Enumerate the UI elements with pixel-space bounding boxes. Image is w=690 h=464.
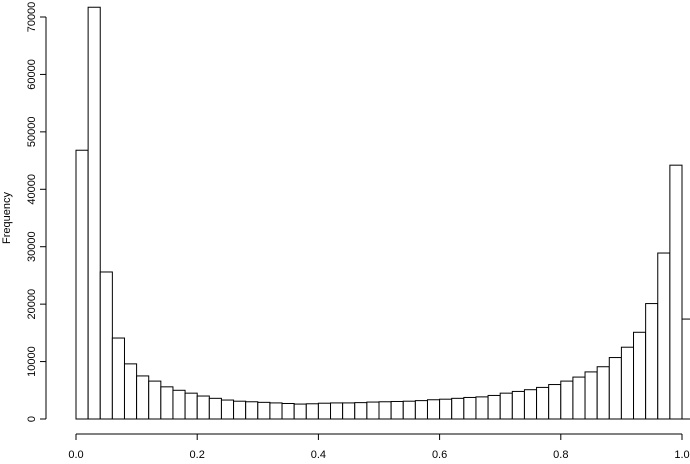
histogram-bar — [111, 337, 125, 420]
histogram-bar — [584, 371, 598, 420]
histogram-bar — [414, 400, 428, 420]
x-tick-label: 0.4 — [311, 449, 326, 461]
histogram-bar — [257, 401, 271, 420]
histogram-bar — [378, 401, 392, 420]
y-tick-label: 20000 — [26, 289, 38, 320]
histogram-bar — [245, 401, 259, 420]
histogram-bar — [136, 375, 150, 420]
histogram-bar — [475, 396, 489, 420]
x-axis: 0.0 0.2 0.4 0.6 0.8 1.0 — [68, 433, 690, 461]
y-axis-title: Frequency — [1, 192, 13, 244]
histogram-bar — [669, 164, 683, 420]
y-tick-label: 40000 — [26, 174, 38, 205]
y-tick-label: 60000 — [26, 59, 38, 90]
x-tick-label: 0.0 — [68, 449, 83, 461]
histogram-bar — [281, 402, 295, 420]
y-tick-label: 10000 — [26, 346, 38, 377]
histogram-bar — [463, 396, 477, 420]
histogram-bar — [572, 376, 586, 420]
histogram-bar — [657, 252, 671, 420]
y-tick-label: 50000 — [26, 117, 38, 148]
histogram-bar — [596, 366, 610, 420]
histogram-bar — [523, 389, 538, 420]
y-tick-label: 0 — [26, 416, 38, 422]
histogram-bar — [317, 402, 332, 420]
histogram-bar — [342, 402, 356, 420]
histogram-bar — [511, 390, 525, 420]
histogram-bar — [354, 402, 368, 420]
histogram-bar — [196, 395, 210, 420]
histogram-bar — [487, 394, 501, 420]
histogram-bar — [633, 331, 647, 420]
histogram-bar — [269, 402, 283, 420]
histogram-bar — [160, 386, 174, 420]
histogram-bar — [390, 400, 404, 420]
histogram-bar — [620, 346, 635, 420]
x-tick-label: 0.8 — [553, 449, 568, 461]
histogram-bar — [75, 149, 89, 420]
histogram-bar — [220, 399, 235, 420]
histogram-bars — [75, 6, 690, 420]
histogram-bar — [99, 271, 113, 420]
histogram-bar — [681, 318, 690, 420]
y-axis: 0 10000 20000 30000 40000 50000 60000 70000 — [26, 2, 47, 422]
histogram-bar — [293, 403, 307, 420]
x-tick-label: 0.6 — [432, 449, 447, 461]
x-tick-label: 1.0 — [674, 449, 689, 461]
histogram-bar — [123, 363, 138, 420]
histogram-bar — [172, 389, 186, 420]
histogram-bar — [645, 303, 659, 420]
histogram-bar — [548, 384, 562, 420]
histogram-bar — [208, 397, 222, 420]
histogram-bar — [608, 357, 622, 420]
histogram-bar — [560, 380, 574, 420]
histogram-bar — [536, 386, 550, 420]
histogram-bar — [184, 392, 198, 420]
histogram-bar — [426, 399, 441, 420]
y-tick-label: 70000 — [26, 2, 38, 33]
histogram-bar — [305, 403, 319, 420]
y-tick-label: 30000 — [26, 231, 38, 262]
histogram-bar — [402, 400, 416, 420]
histogram-bar — [366, 401, 380, 420]
histogram-bar — [330, 402, 344, 420]
histogram-bar — [233, 400, 247, 420]
histogram-bar — [439, 398, 453, 420]
histogram-bar — [87, 6, 101, 420]
x-tick-label: 0.2 — [190, 449, 205, 461]
histogram-bar — [499, 392, 513, 420]
histogram-bar — [148, 380, 162, 420]
histogram-bar — [451, 397, 465, 420]
